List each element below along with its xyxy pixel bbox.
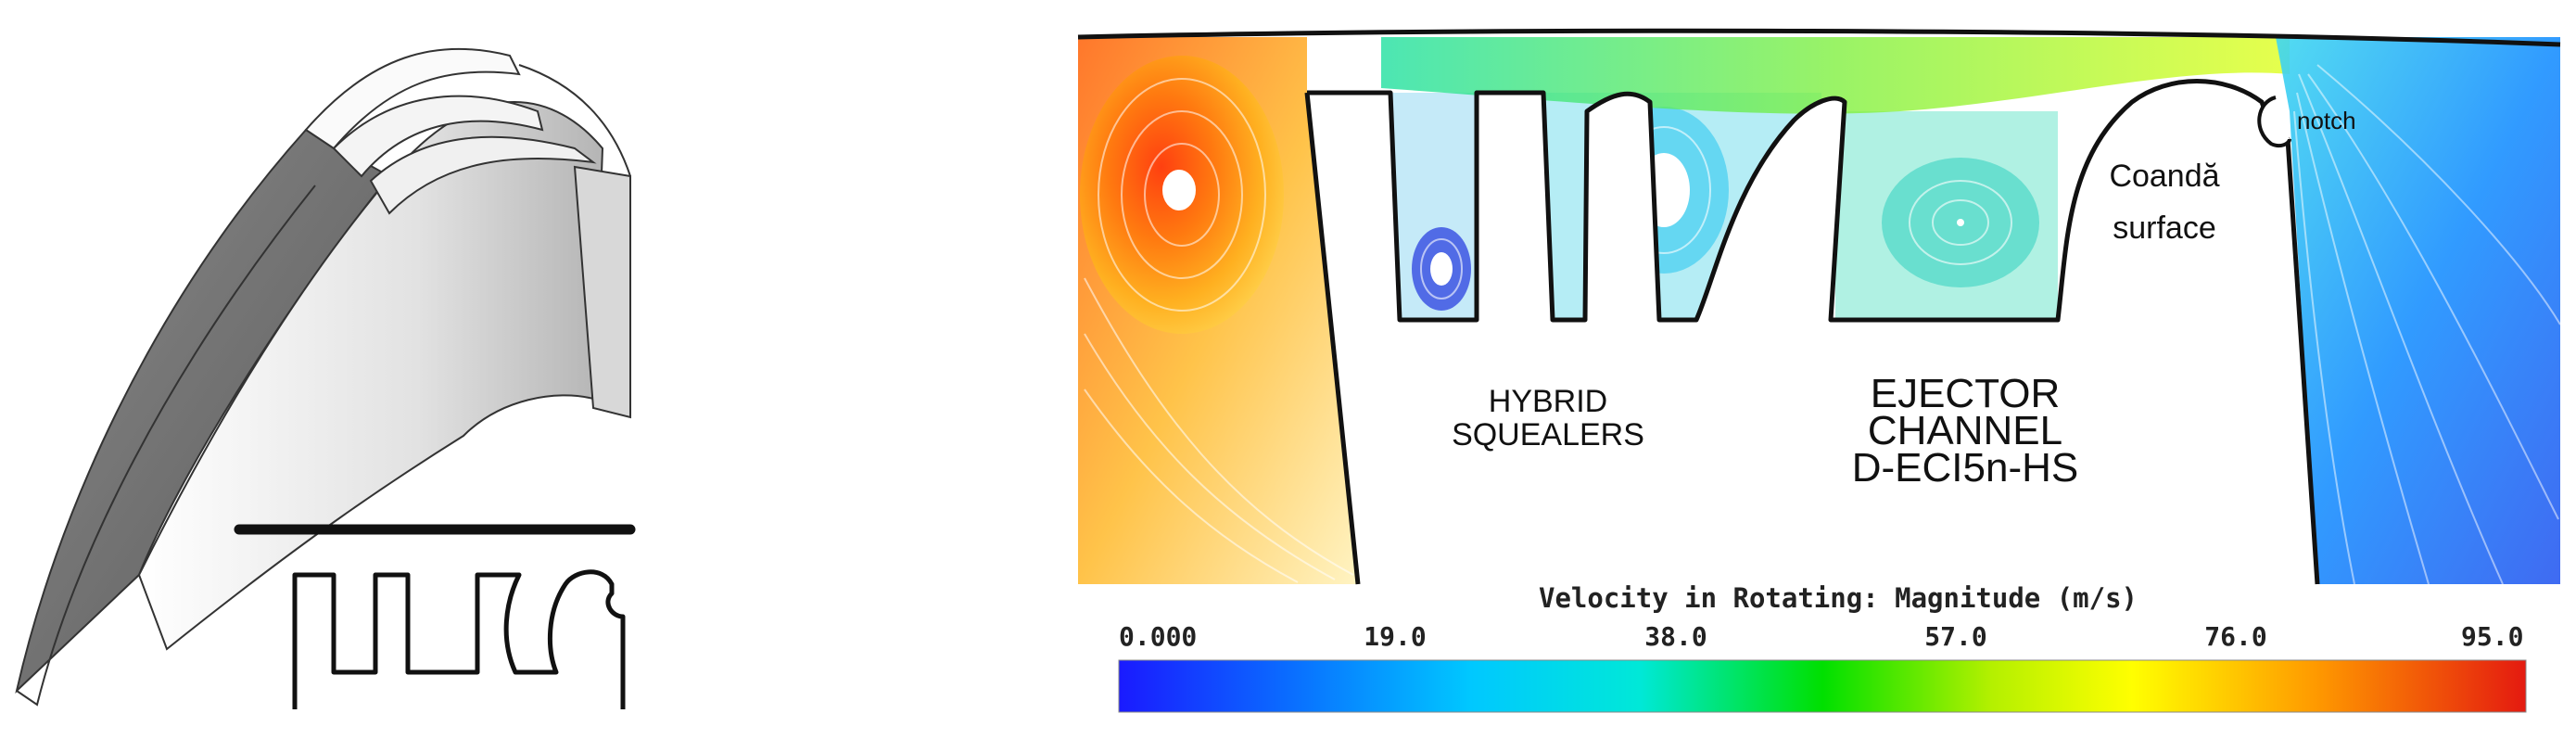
colorbar <box>1118 659 2527 713</box>
ejector-channel-line-1: EJECTOR <box>1870 371 2061 416</box>
blade-3d-illustration <box>15 47 631 707</box>
colorbar-tick-3: 57.0 <box>1924 621 1987 652</box>
tip-geometry-sketch <box>234 524 636 709</box>
colorbar-gradient <box>1118 659 2527 713</box>
hybrid-squealers-label: HYBRID SQUEALERS <box>1428 385 1669 452</box>
ejector-channel-line-3: D-ECI5n-HS <box>1851 445 2079 491</box>
notch-label: notch <box>2297 107 2356 134</box>
colorbar-tick-4: 76.0 <box>2204 621 2267 652</box>
colorbar-tick-0: 0.000 <box>1119 621 1198 652</box>
hybrid-squealers-line-1: HYBRID <box>1488 384 1608 419</box>
colorbar-title: Velocity in Rotating: Magnitude (m/s) <box>1539 582 2138 614</box>
colorbar-tick-1: 19.0 <box>1364 621 1427 652</box>
coanda-surface-label: Coandă surface <box>2090 150 2239 254</box>
coanda-surface-line-2: surface <box>2113 210 2216 246</box>
colorbar-tick-5: 95.0 <box>2461 621 2524 652</box>
colorbar-tick-2: 38.0 <box>1644 621 1707 652</box>
coanda-surface-line-1: Coandă <box>2109 159 2220 194</box>
ejector-channel-line-2: CHANNEL <box>1867 408 2063 453</box>
ejector-channel-label: EJECTOR CHANNEL D-ECI5n-HS <box>1817 371 2113 491</box>
streamline-panel <box>1077 28 2561 585</box>
hybrid-squealers-line-2: SQUEALERS <box>1452 417 1644 452</box>
